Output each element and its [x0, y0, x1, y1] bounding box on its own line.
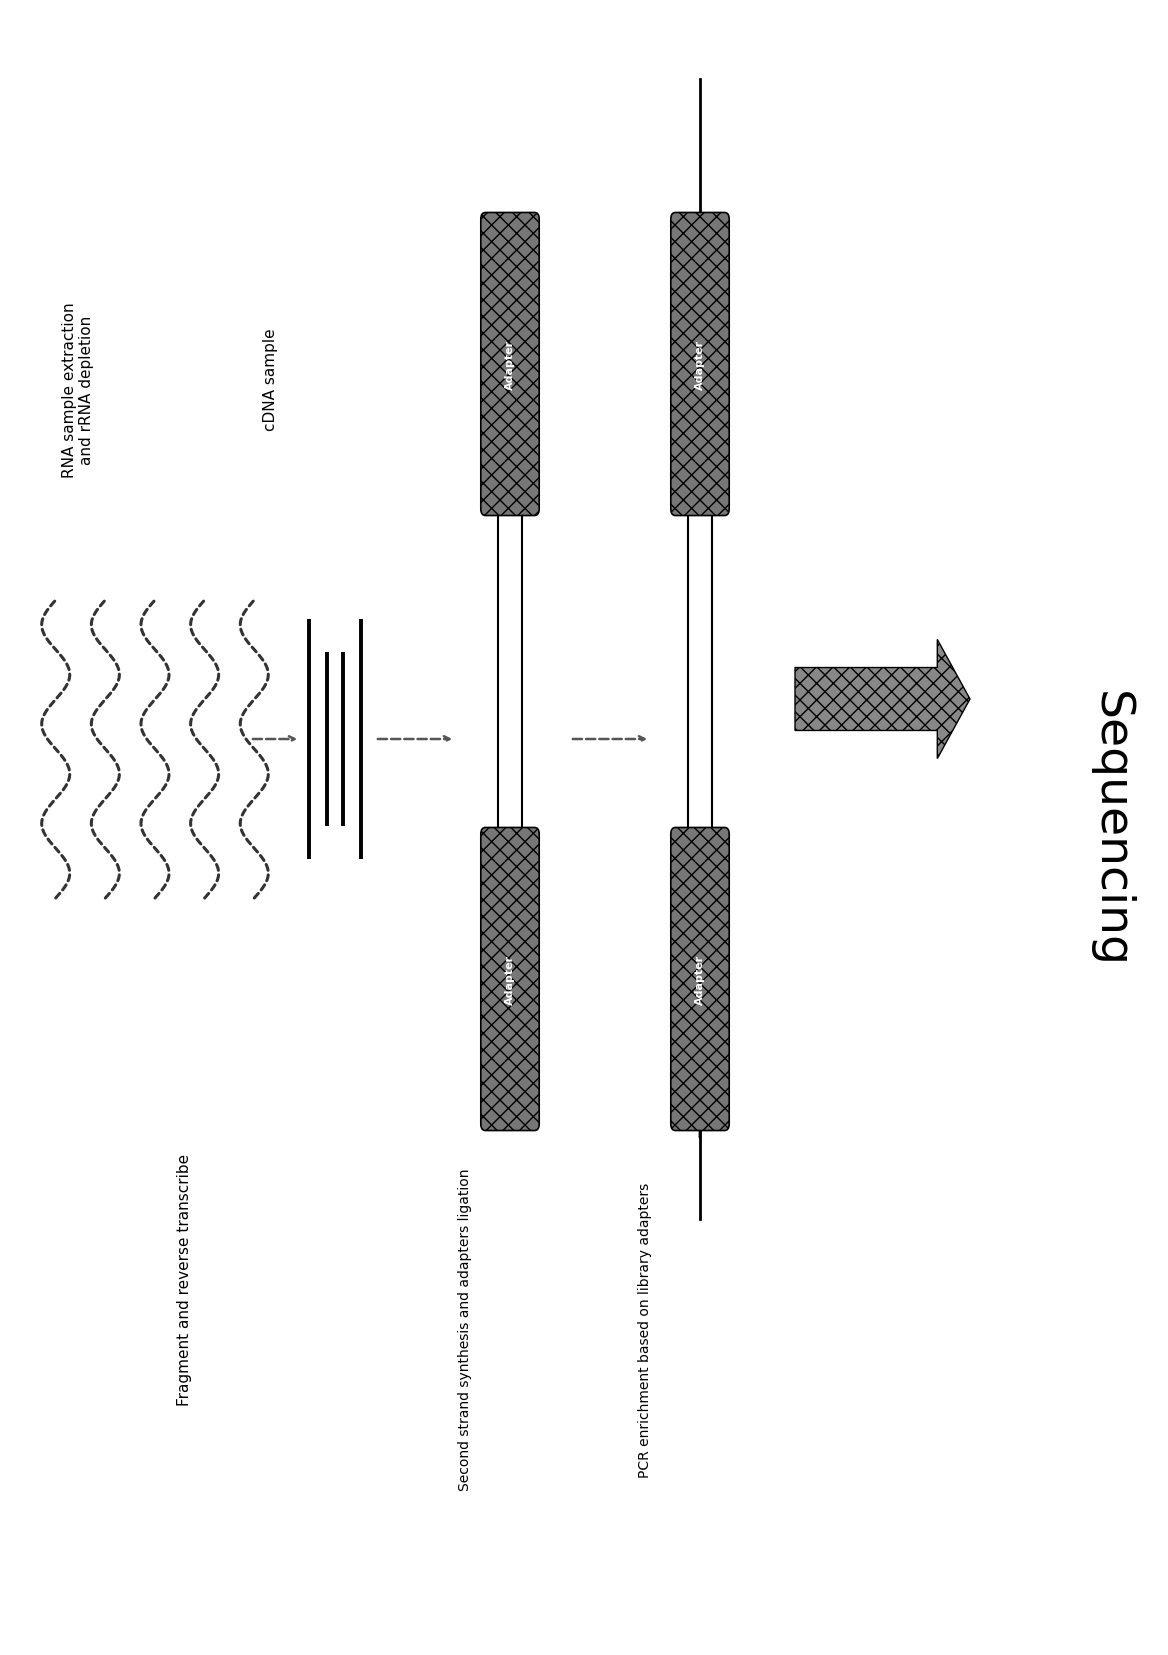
Text: Fragment and reverse transcribe: Fragment and reverse transcribe — [178, 1154, 193, 1405]
Text: Second strand synthesis and adapters ligation: Second strand synthesis and adapters lig… — [458, 1168, 472, 1491]
Text: Adapter: Adapter — [695, 955, 705, 1005]
Text: Adapter: Adapter — [695, 339, 705, 391]
FancyArrow shape — [795, 640, 969, 760]
FancyBboxPatch shape — [670, 828, 729, 1130]
Text: PCR enrichment based on library adapters: PCR enrichment based on library adapters — [638, 1182, 652, 1476]
FancyBboxPatch shape — [481, 213, 540, 516]
Text: Sequencing: Sequencing — [1087, 692, 1133, 968]
Text: cDNA sample: cDNA sample — [263, 328, 278, 430]
Text: RNA sample extraction
and rRNA depletion: RNA sample extraction and rRNA depletion — [62, 301, 95, 478]
Text: Adapter: Adapter — [505, 955, 515, 1005]
Text: Adapter: Adapter — [505, 339, 515, 391]
FancyBboxPatch shape — [670, 213, 729, 516]
FancyBboxPatch shape — [481, 828, 540, 1130]
